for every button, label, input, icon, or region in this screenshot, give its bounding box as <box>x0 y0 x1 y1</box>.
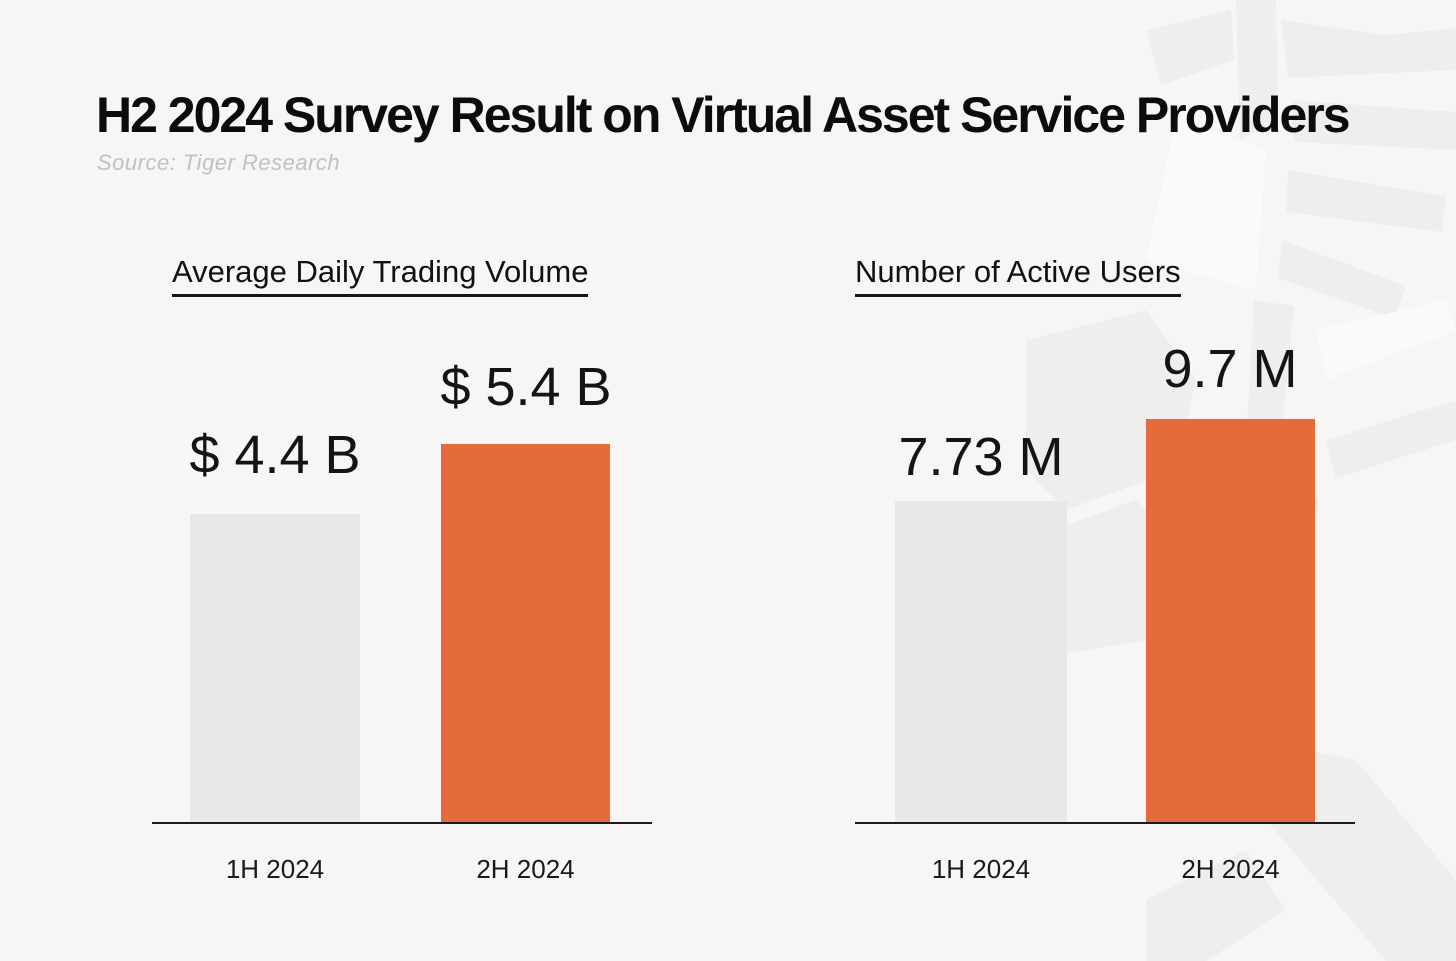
bar-1h2024-active-users <box>895 501 1067 822</box>
x-axis-line <box>855 822 1355 824</box>
source-caption: Source: Tiger Research <box>97 150 341 175</box>
chart-average-daily-trading-volume: Average Daily Trading Volume $ 4.4 B $ 5… <box>152 250 652 910</box>
bar-1h2024-trading-volume <box>190 514 360 822</box>
x-tick-1h2024: 1H 2024 <box>225 854 325 884</box>
bar-2h2024-active-users <box>1146 419 1315 822</box>
value-label-2h2024-trading-volume: $ 5.4 B <box>440 357 612 417</box>
chart-title: Average Daily Trading Volume <box>172 254 589 297</box>
x-tick-1h2024: 1H 2024 <box>931 854 1031 884</box>
x-tick-2h2024: 2H 2024 <box>1181 854 1280 884</box>
value-label-2h2024-active-users: 9.7 M <box>1162 339 1298 399</box>
x-tick-2h2024: 2H 2024 <box>476 854 575 884</box>
bar-2h2024-trading-volume <box>441 444 610 822</box>
x-axis-line <box>152 822 652 824</box>
value-label-1h2024-active-users: 7.73 M <box>898 427 1064 487</box>
chart-number-of-active-users: Number of Active Users 7.73 M 9.7 M 1H 2… <box>855 250 1355 910</box>
page-title: H2 2024 Survey Result on Virtual Asset S… <box>96 87 1351 143</box>
chart-title: Number of Active Users <box>855 254 1181 297</box>
value-label-1h2024-trading-volume: $ 4.4 B <box>189 425 361 485</box>
